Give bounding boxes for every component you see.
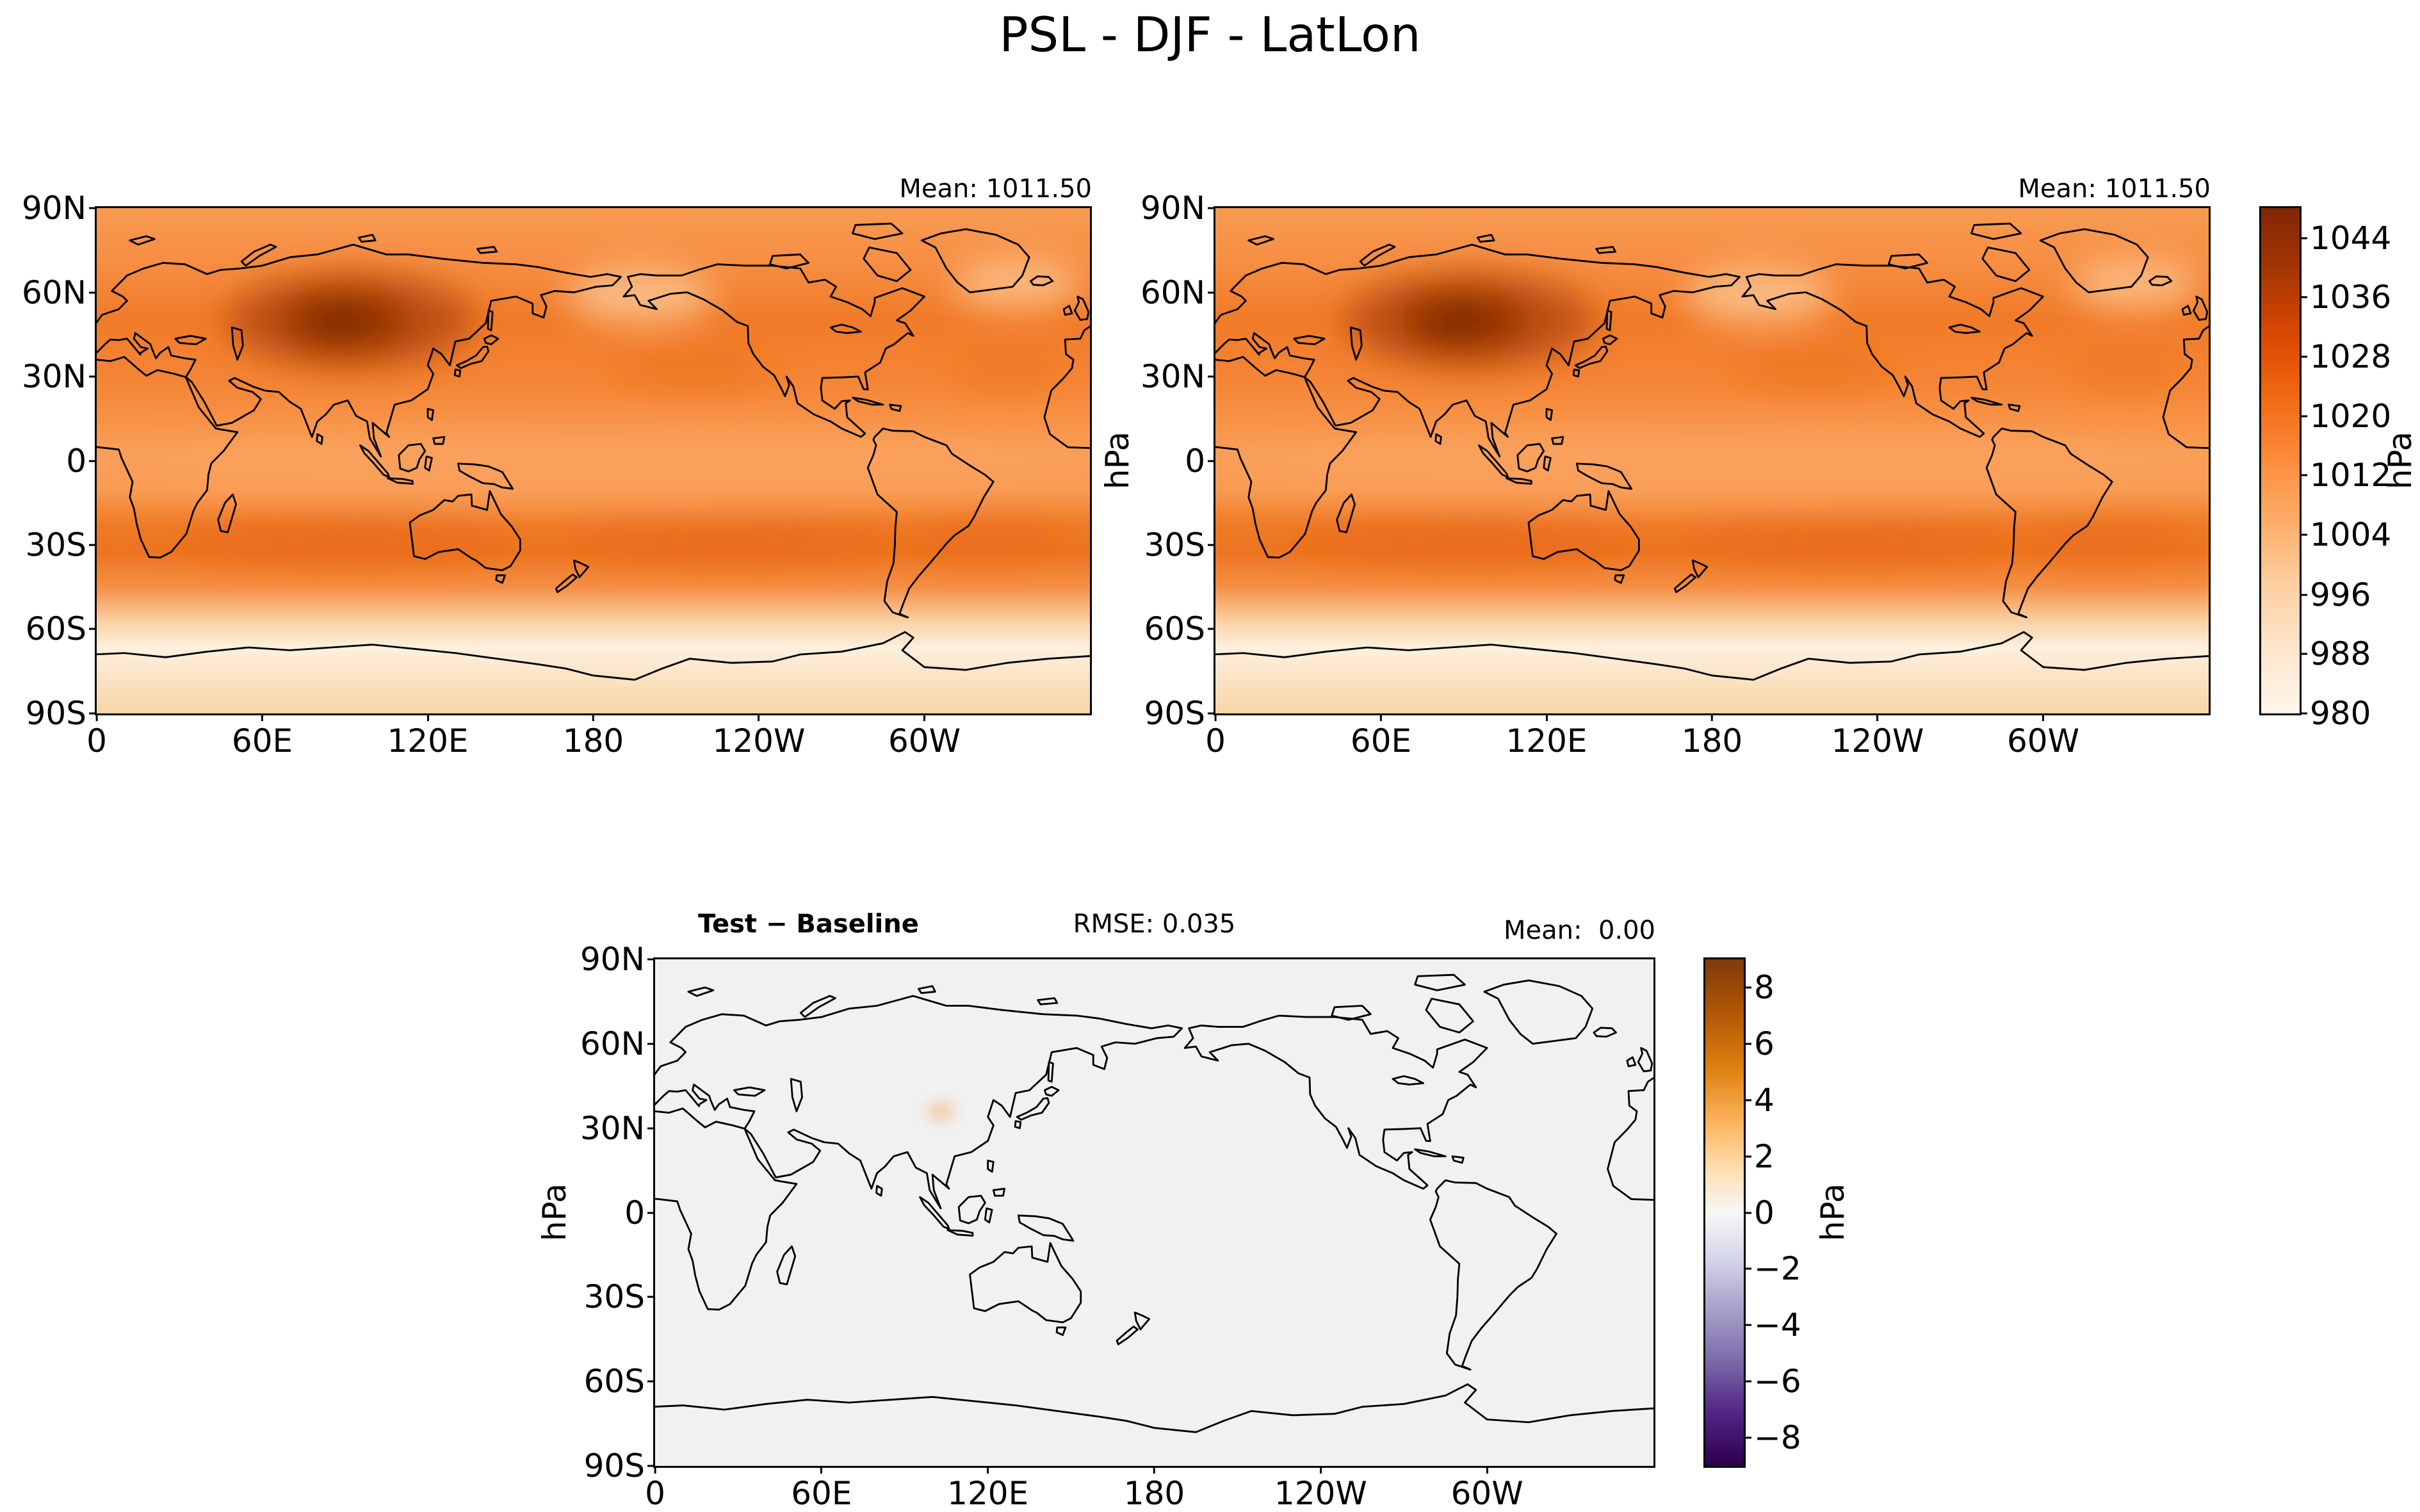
lat-tick-label: 30N <box>21 357 86 395</box>
lon-tick-label: 60W <box>2006 722 2080 760</box>
lon-tick-label: 120W <box>712 722 806 760</box>
lon-tick-label: 120W <box>1831 722 1924 760</box>
stat-line-mean: Mean: 1011.50 <box>2018 174 2211 204</box>
baseline-y-axis-unit: hPa <box>1099 431 1136 490</box>
lat-tick-label: 0 <box>66 442 86 480</box>
diff-panel-label: Test − Baseline <box>698 909 919 939</box>
lon-tick-label: 120E <box>947 1475 1029 1512</box>
lon-tick-label: 120E <box>387 722 469 760</box>
figure-title: PSL - DJF - LatLon <box>999 6 1421 63</box>
lon-tick-label: 60E <box>791 1475 852 1512</box>
lat-tick-label: 30N <box>1140 357 1205 395</box>
pressure-colorbar-unit: hPa <box>2382 431 2419 490</box>
colorbar-tick-label: 1044 <box>2310 219 2392 257</box>
lon-tick-label: 60E <box>1350 722 1412 760</box>
pressure-colorbar: 1044 1036 1028 1020 1012 1004 996 988 98… <box>2259 206 2391 732</box>
lon-tick-label: 60E <box>231 722 293 760</box>
lat-tick-label: 90S <box>25 695 86 732</box>
lon-tick-label: 0 <box>645 1475 665 1512</box>
lat-tick-label: 60S <box>1144 610 1205 648</box>
diff-map-canvas <box>655 959 1653 1466</box>
stat-line-mean: Mean: 0.00 <box>1504 916 1655 945</box>
diff-colorbar: 8 6 4 2 0 −2 −4 −6 −8 <box>1703 957 1801 1468</box>
lat-tick-label: 90N <box>1140 190 1205 227</box>
colorbar-tick-label: 2 <box>1754 1137 1774 1175</box>
lon-tick-label: 0 <box>86 722 107 760</box>
lat-tick-label: 90N <box>580 941 645 978</box>
diff-rmse-label: RMSE: 0.035 <box>1073 909 1236 939</box>
colorbar-tick-label: 6 <box>1754 1025 1774 1063</box>
colorbar-tick-label: 988 <box>2310 635 2371 672</box>
lat-tick-label: 60S <box>583 1363 645 1401</box>
lat-tick-label: 0 <box>1185 442 1205 480</box>
colorbar-tick-label: 1036 <box>2310 278 2392 316</box>
colorbar-tick-label: −8 <box>1754 1419 1801 1456</box>
colorbar-tick-label: 996 <box>2310 576 2371 614</box>
lat-tick-label: 90S <box>1144 695 1205 732</box>
colorbar-tick-label: −6 <box>1754 1362 1801 1400</box>
lon-tick-label: 60W <box>1450 1475 1523 1512</box>
lat-tick-label: 30S <box>583 1278 645 1316</box>
colorbar-tick-label: 980 <box>2310 695 2371 732</box>
lat-tick-label: 30N <box>580 1109 645 1147</box>
diff-y-axis-unit: hPa <box>536 1183 573 1242</box>
diff-map: 90N 60N 30N 0 30S 60S 90S 0 60E 120E 180… <box>580 941 1655 1512</box>
lon-tick-label: 180 <box>1123 1475 1185 1512</box>
lat-tick-label: 30S <box>25 526 86 564</box>
test-map-canvas <box>97 208 1090 713</box>
baseline-map-canvas <box>1215 208 2209 713</box>
colorbar-tick-label: 4 <box>1754 1081 1774 1119</box>
diff-colorbar-unit: hPa <box>1814 1183 1851 1242</box>
lat-tick-label: 90N <box>21 190 86 227</box>
lon-tick-label: 0 <box>1205 722 1226 760</box>
lon-tick-label: 120E <box>1506 722 1588 760</box>
colorbar-tick-label: 1028 <box>2310 337 2392 375</box>
lat-tick-label: 0 <box>624 1194 645 1232</box>
colorbar-tick-label: −2 <box>1754 1250 1801 1288</box>
stat-line-mean: Mean: 1011.50 <box>899 174 1092 204</box>
colorbar-tick-label: 1004 <box>2310 516 2392 554</box>
colorbar-tick-label: 0 <box>1754 1194 1774 1232</box>
lat-tick-label: 60S <box>25 610 86 648</box>
colorbar-tick-label: 1012 <box>2310 457 2392 494</box>
lat-tick-label: 60N <box>21 273 86 311</box>
lon-tick-label: 60W <box>888 722 961 760</box>
lon-tick-label: 180 <box>1681 722 1743 760</box>
lon-tick-label: 120W <box>1274 1475 1367 1512</box>
colorbar-tick-label: 1020 <box>2310 398 2392 435</box>
test-map: 90N 60N 30N 0 30S 60S 90S 0 60E 120E 180… <box>22 190 1092 760</box>
colorbar-tick-label: 8 <box>1754 969 1774 1007</box>
lat-tick-label: 30S <box>1144 526 1205 564</box>
baseline-map: 90N 60N 30N 0 30S 60S 90S 0 60E 120E 180… <box>1141 190 2211 760</box>
colorbar-tick-label: −4 <box>1754 1306 1801 1344</box>
lon-tick-label: 180 <box>562 722 624 760</box>
lat-tick-label: 90S <box>583 1447 645 1484</box>
lat-tick-label: 60N <box>580 1025 645 1062</box>
lat-tick-label: 60N <box>1140 273 1205 311</box>
